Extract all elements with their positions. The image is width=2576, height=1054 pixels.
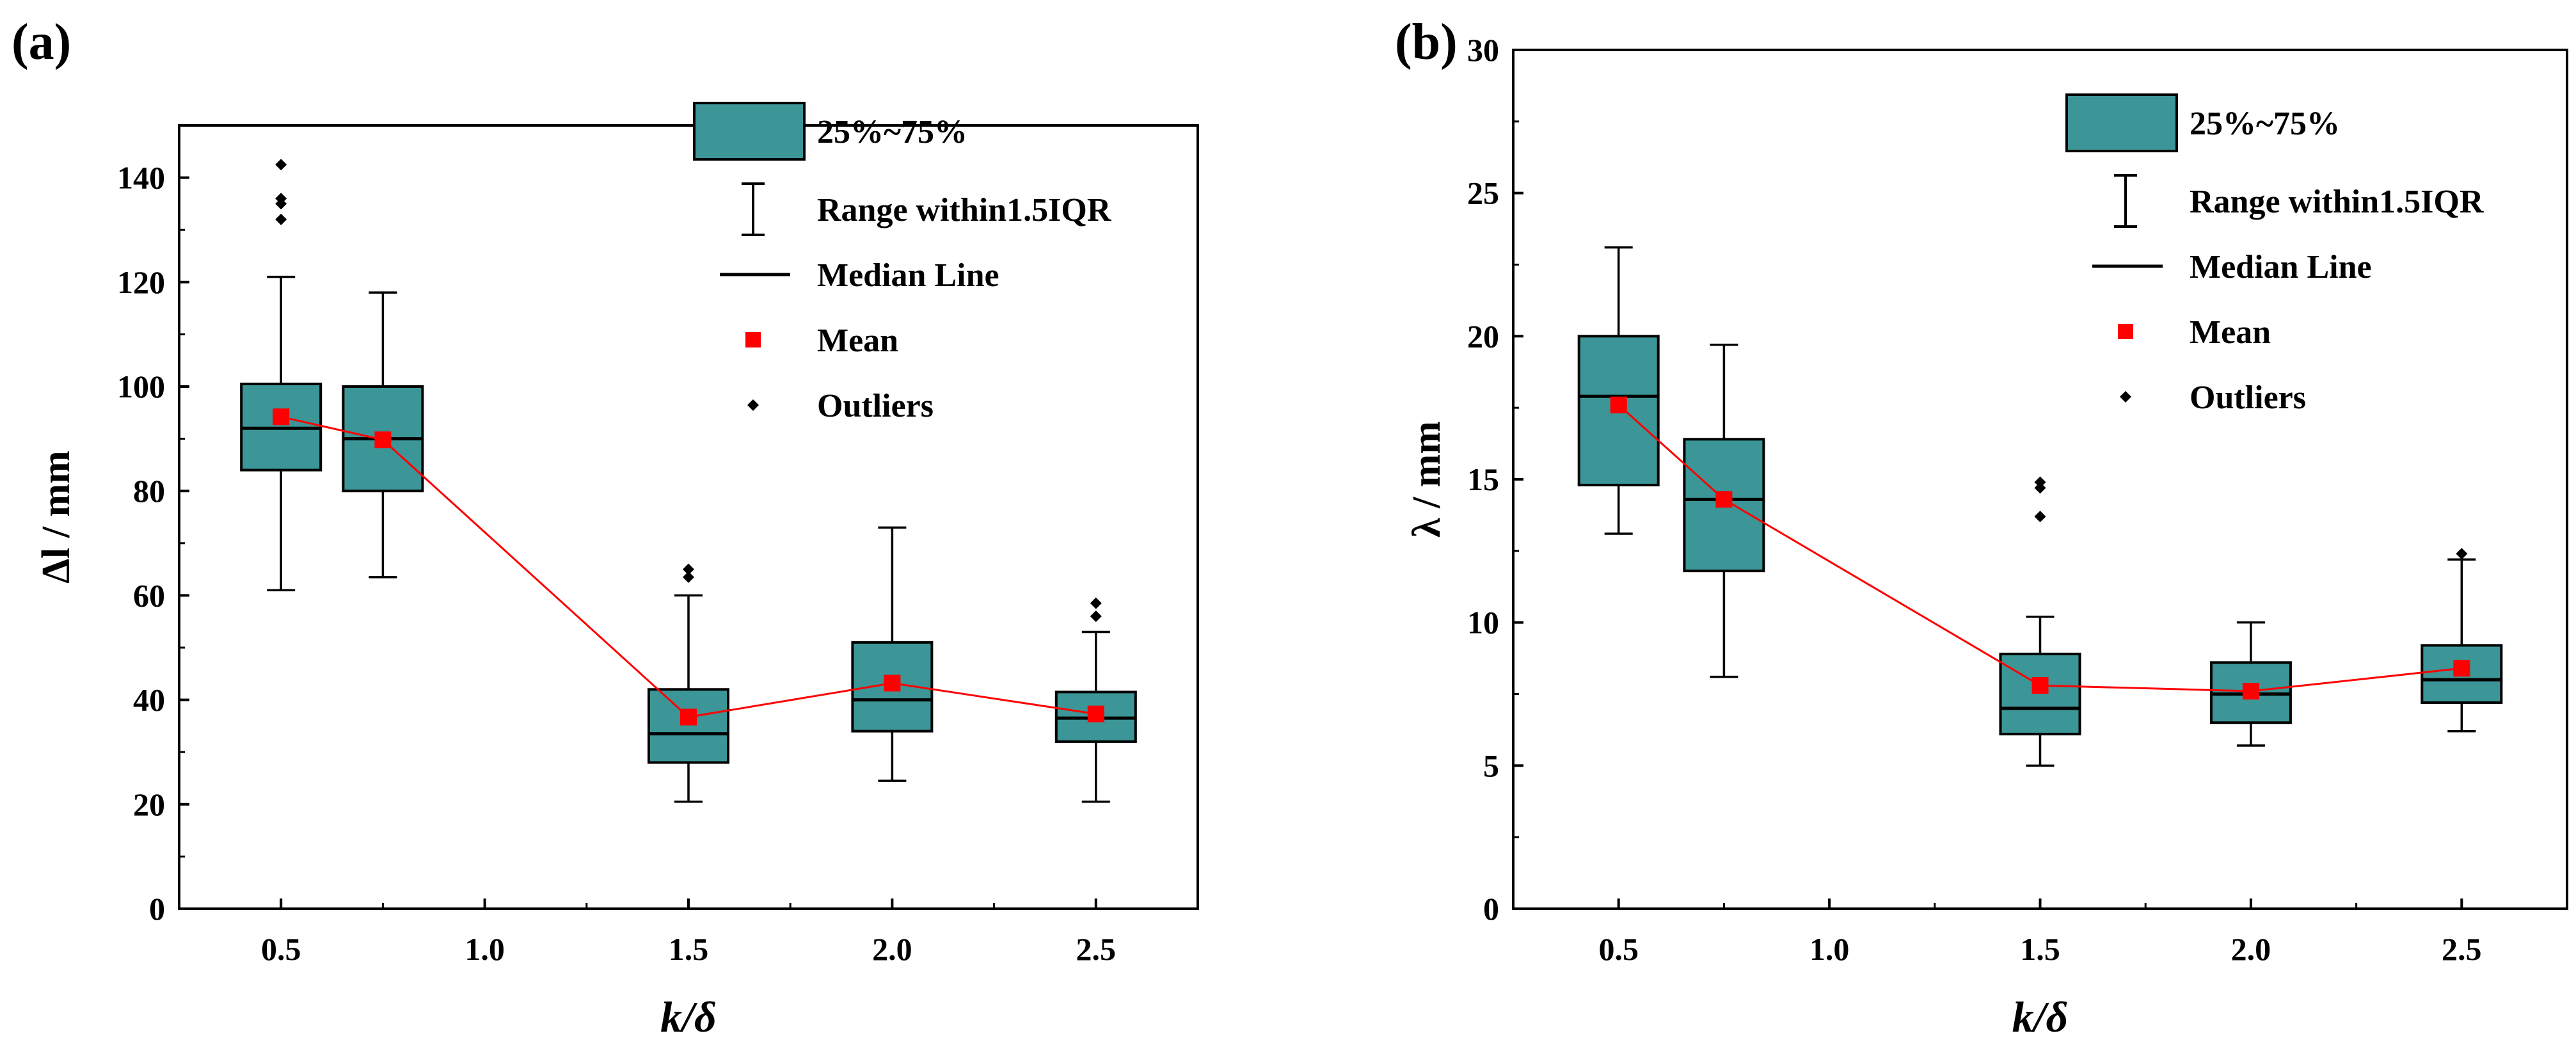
outlier-point (1090, 611, 1102, 623)
box-group (1683, 344, 1765, 678)
y-tick-label: 20 (1467, 318, 1499, 354)
mean-marker (1610, 396, 1627, 413)
legend-outlier-symbol (747, 399, 759, 411)
box-group (648, 563, 729, 803)
y-tick-label: 20 (133, 787, 165, 822)
x-tick-label: 1.5 (2020, 931, 2060, 967)
mean-marker (273, 408, 290, 426)
box-group (851, 526, 934, 782)
x-tick-label: 0.5 (1598, 931, 1639, 967)
legend-median-label: Median Line (817, 257, 999, 294)
y-tick-label: 0 (1483, 891, 1499, 927)
outlier-point (2456, 548, 2468, 560)
panel-label: (b) (1395, 14, 1458, 70)
iqr-box (2421, 644, 2503, 704)
y-tick-label: 25 (1467, 175, 1499, 211)
x-tick-label: 2.5 (2442, 931, 2482, 967)
box-group (1999, 476, 2081, 767)
y-tick-label: 15 (1467, 461, 1499, 497)
legend-box-swatch (2065, 93, 2178, 152)
mean-marker (680, 708, 697, 726)
legend-outlier-symbol (2120, 391, 2131, 403)
y-tick-label: 120 (117, 264, 165, 300)
x-tick-label: 1.0 (465, 931, 505, 967)
legend-outlier-label: Outliers (2190, 379, 2306, 416)
y-tick-label: 140 (117, 160, 165, 196)
mean-marker (884, 675, 901, 692)
y-tick-label: 0 (149, 891, 165, 927)
outlier-point (275, 159, 287, 171)
y-tick-label: 5 (1483, 747, 1499, 783)
box-group (1054, 597, 1137, 803)
legend-mean-symbol (2118, 324, 2133, 339)
legend-box-label: 25%~75% (2190, 106, 2340, 142)
mean-marker (374, 431, 392, 449)
x-axis-label: k/δ (660, 993, 717, 1041)
box-group (1577, 246, 1660, 535)
y-tick-label: 60 (133, 577, 165, 613)
mean-marker (1715, 491, 1733, 508)
legend: 25%~75% Range within1.5IQR Median Line Mean… (2065, 93, 2485, 416)
y-tick-label: 100 (117, 369, 165, 404)
legend-box-label: 25%~75% (817, 114, 967, 150)
y-tick-label: 80 (133, 473, 165, 509)
outlier-point (1090, 597, 1102, 609)
outlier-point (683, 571, 694, 583)
panel-b: 0 5 10 15 20 25 30 0.5 1.0 1.5 2.0 2.5 k/δ λ / mm (b) 2… (1395, 14, 2568, 1041)
x-tick-label: 2.0 (872, 931, 912, 967)
panel-label: (a) (12, 14, 71, 70)
outlier-point (2034, 476, 2046, 488)
x-tick-label: 2.5 (1076, 931, 1117, 967)
legend: 25%~75% Range within1.5IQR Median Line Mean… (693, 102, 1112, 424)
legend-mean-label: Mean (2190, 314, 2271, 351)
mean-marker (2031, 677, 2049, 694)
mean-marker (2242, 683, 2259, 700)
y-axis-label: λ / mm (1405, 421, 1449, 538)
outlier-point (2034, 511, 2046, 523)
x-axis-label: k/δ (2012, 993, 2069, 1041)
box-group (2209, 621, 2292, 747)
iqr-box (1999, 652, 2081, 736)
outlier-point (275, 213, 287, 225)
panel-a: 0 20 40 60 80 100 120 140 0.5 1.0 1.5 2.0 2.5 k/δ Δl /… (12, 14, 1199, 1041)
legend-whisker-label: Range within1.5IQR (817, 192, 1112, 228)
x-tick-label: 1.0 (1809, 931, 1850, 967)
legend-outlier-label: Outliers (817, 388, 934, 424)
y-tick-label: 10 (1467, 605, 1499, 641)
mean-marker (2453, 660, 2470, 677)
y-axis-label: Δl / mm (35, 451, 78, 584)
legend-mean-symbol (745, 332, 761, 347)
outlier-point (275, 193, 287, 205)
x-tick-label: 1.5 (669, 931, 709, 967)
x-tick-label: 0.5 (261, 931, 301, 967)
legend-median-label: Median Line (2190, 249, 2372, 285)
legend-box-swatch (693, 102, 806, 161)
x-tick-label: 2.0 (2231, 931, 2271, 967)
iqr-box (648, 688, 729, 764)
outlier-point (683, 563, 694, 575)
mean-marker (1087, 705, 1104, 723)
y-tick-label: 30 (1467, 32, 1499, 68)
box-group (240, 159, 322, 591)
legend-mean-label: Mean (817, 323, 898, 359)
legend-whisker-label: Range within1.5IQR (2190, 184, 2485, 220)
box-group (2421, 548, 2503, 733)
y-tick-label: 40 (133, 682, 165, 718)
